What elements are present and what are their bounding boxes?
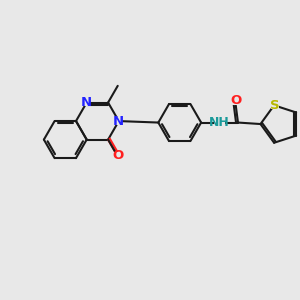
- Text: NH: NH: [209, 116, 230, 129]
- Text: S: S: [271, 99, 280, 112]
- Bar: [214, 119, 225, 126]
- Bar: [115, 117, 122, 125]
- Text: O: O: [230, 94, 241, 107]
- Text: O: O: [112, 149, 123, 162]
- Bar: [231, 96, 240, 105]
- Bar: [113, 152, 122, 160]
- Bar: [271, 101, 279, 110]
- Bar: [83, 99, 90, 106]
- Text: N: N: [113, 115, 124, 128]
- Text: N: N: [81, 96, 92, 109]
